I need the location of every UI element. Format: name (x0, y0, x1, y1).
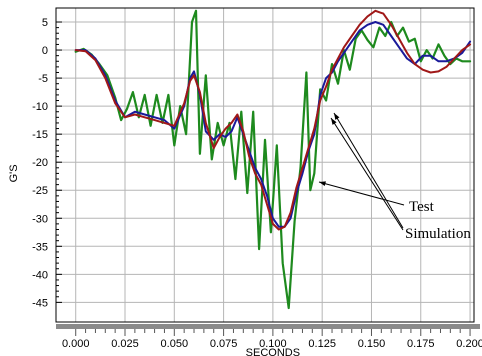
y-tick-label: -40 (32, 269, 48, 281)
y-tick-label: -45 (32, 297, 48, 309)
y-tick-label: -15 (32, 129, 48, 141)
annotation-arrowhead (334, 113, 340, 120)
x-tick-label: 0.100 (259, 338, 287, 350)
y-axis: 5 0 -5 -10 -15 -20 -25 -30 -35 -40 -45 G'S (8, 17, 48, 309)
annotation-arrow (333, 112, 404, 229)
annotation-arrowhead (319, 181, 326, 187)
annotation-simulation: Simulation (405, 226, 471, 242)
y-tick-label: -10 (32, 101, 48, 113)
series-lines (74, 9, 472, 310)
y-tick-label: -30 (32, 213, 48, 225)
series-line-1 (74, 9, 472, 310)
plot-area (55, 7, 475, 323)
y-minor-ticks (56, 21, 62, 303)
annotation-arrow (330, 117, 404, 231)
plot-background (56, 8, 474, 322)
x-axis-ruler-ticks (75, 329, 471, 336)
x-tick-label: 0.175 (407, 338, 435, 350)
y-tick-label: -5 (38, 73, 48, 85)
x-tick-label: 0.050 (161, 338, 189, 350)
x-axis: 0.000 0.025 0.050 0.075 0.100 0.125 0.150 0.175… (56, 324, 482, 356)
annotations: Test Simulation (318, 112, 471, 242)
annotation-arrowhead (331, 118, 337, 125)
series-line-3 (74, 9, 472, 231)
y-tick-label: -25 (32, 185, 48, 197)
grid-lines (56, 8, 474, 322)
annotation-arrows (318, 112, 405, 231)
x-tick-label: 0.150 (358, 338, 386, 350)
y-tick-label: 5 (42, 17, 48, 29)
x-tick-labels: 0.000 0.025 0.050 0.075 0.100 0.125 0.150 0.175… (62, 338, 482, 350)
x-tick-label: 0.000 (62, 338, 90, 350)
y-tick-labels: 5 0 -5 -10 -15 -20 -25 -30 -35 -40 -45 (32, 17, 48, 309)
x-tick-label: 0.075 (210, 338, 238, 350)
x-axis-title: SECONDS (246, 347, 300, 356)
x-tick-label: 0.125 (308, 338, 336, 350)
x-tick-label: 0.025 (111, 338, 139, 350)
x-axis-bar (56, 324, 480, 329)
y-tick-label: -20 (32, 157, 48, 169)
y-tick-label: 0 (42, 45, 48, 57)
x-tick-label: 0.200 (456, 338, 482, 350)
annotation-test: Test (409, 199, 435, 215)
y-tick-label: -35 (32, 241, 48, 253)
plot-border (55, 7, 475, 323)
annotation-arrow (318, 181, 405, 206)
y-axis-title: G'S (8, 164, 20, 182)
series-line-2 (74, 21, 472, 228)
